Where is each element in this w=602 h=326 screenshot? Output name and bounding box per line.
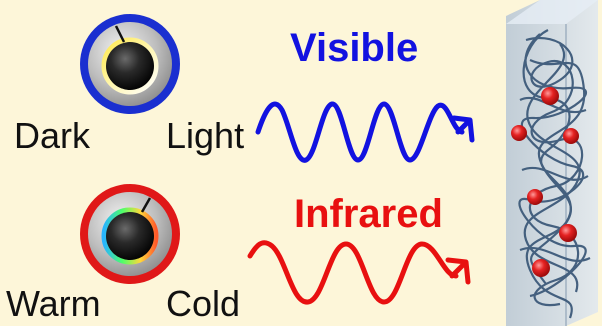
visible-arrowhead — [451, 115, 475, 143]
particle — [541, 87, 559, 105]
particle — [532, 259, 550, 277]
material-slab — [506, 0, 598, 326]
warm-label: Warm — [6, 283, 101, 324]
particle — [511, 125, 527, 141]
visible-wave-arrow — [255, 101, 475, 163]
cold-label: Cold — [166, 283, 241, 324]
infrared-wave — [247, 240, 459, 305]
visible-title: Visible — [290, 26, 419, 70]
dark-label: Dark — [14, 115, 91, 156]
infrared-knob — [80, 184, 180, 284]
infrared-wave-arrow — [247, 240, 471, 305]
particle — [527, 189, 543, 205]
polymer-fibers — [518, 29, 591, 319]
infrared-title: Infrared — [294, 192, 443, 236]
infrared-arrowhead — [445, 257, 471, 285]
particle — [563, 128, 579, 144]
light-label: Light — [166, 115, 245, 156]
visible-knob — [80, 14, 180, 114]
visible-wave — [255, 101, 465, 163]
particle — [559, 224, 577, 242]
particles — [511, 87, 579, 277]
